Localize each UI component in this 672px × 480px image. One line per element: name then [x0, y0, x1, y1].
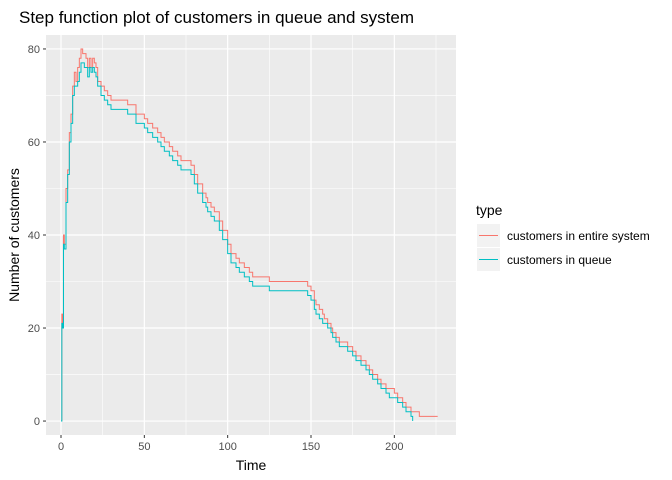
series-line-system: [61, 48, 438, 422]
major-gridlines: [46, 35, 456, 435]
x-tick-label: 0: [58, 441, 64, 453]
y-tick-label: 60: [28, 137, 40, 149]
x-tick-label: 150: [302, 441, 320, 453]
y-tick-label: 0: [34, 416, 40, 428]
legend-title: type: [476, 202, 503, 218]
y-tick-label: 20: [28, 323, 40, 335]
x-tick-label: 50: [138, 441, 150, 453]
y-axis: 0 20 40 60 80: [28, 44, 46, 428]
series-line-queue: [61, 62, 414, 422]
x-axis-title: Time: [236, 457, 267, 473]
legend: type customers in entire system customers…: [476, 202, 650, 271]
y-tick-label: 40: [28, 230, 40, 242]
series-layer: [61, 48, 438, 422]
x-tick-label: 200: [385, 441, 403, 453]
chart-title: Step function plot of customers in queue…: [19, 8, 414, 27]
x-axis: 0 50 100 150 200: [58, 435, 404, 453]
y-tick-label: 80: [28, 44, 40, 56]
y-axis-title: Number of customers: [6, 168, 22, 302]
legend-label: customers in entire system: [507, 229, 650, 243]
x-tick-label: 100: [218, 441, 236, 453]
legend-label: customers in queue: [507, 253, 612, 267]
